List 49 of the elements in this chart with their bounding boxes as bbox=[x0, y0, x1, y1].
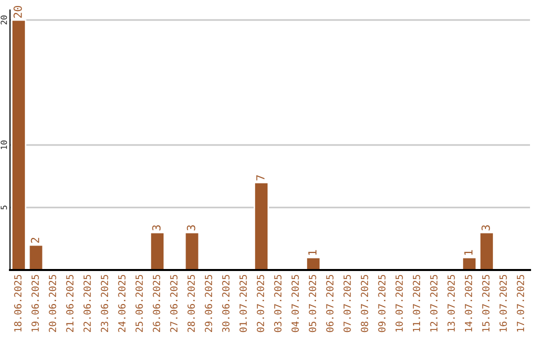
x-tick-label: 17.07.2025 bbox=[516, 274, 524, 332]
x-tick-label: 10.07.2025 bbox=[395, 274, 403, 332]
x-tick-label: 07.07.2025 bbox=[343, 274, 351, 332]
data-label: 7 bbox=[256, 175, 264, 180]
x-tick-label: 27.06.2025 bbox=[170, 274, 178, 332]
x-tick-label: 13.07.2025 bbox=[447, 274, 455, 332]
x-tick-label: 09.07.2025 bbox=[378, 274, 386, 332]
x-tick-label: 03.07.2025 bbox=[274, 274, 282, 332]
bar bbox=[28, 244, 44, 270]
x-tick-label: 18.06.2025 bbox=[14, 274, 22, 332]
x-tick-label: 06.07.2025 bbox=[326, 274, 334, 332]
data-label: 3 bbox=[152, 225, 161, 230]
bar bbox=[462, 256, 477, 270]
x-tick-label: 30.06.2025 bbox=[222, 274, 230, 332]
x-tick-label: 20.06.2025 bbox=[48, 274, 56, 332]
y-tick-label: 5 bbox=[0, 206, 7, 210]
data-label: 1 bbox=[464, 250, 472, 255]
x-tick-label: 11.07.2025 bbox=[412, 274, 420, 332]
x-tick-label: 23.06.2025 bbox=[100, 274, 108, 332]
x-tick-label: 15.07.2025 bbox=[482, 274, 490, 332]
x-tick-label: 16.07.2025 bbox=[499, 274, 507, 332]
bar bbox=[11, 19, 26, 270]
x-tick-label: 22.06.2025 bbox=[83, 274, 91, 332]
x-tick-label: 21.06.2025 bbox=[66, 274, 74, 332]
y-tick-label: 20 bbox=[0, 16, 7, 24]
x-tick-label: 05.07.2025 bbox=[308, 274, 316, 332]
x-tick-label: 29.06.2025 bbox=[204, 274, 212, 332]
x-tick-label: 04.07.2025 bbox=[291, 274, 299, 332]
x-tick-label: 25.06.2025 bbox=[135, 274, 143, 332]
bar bbox=[254, 182, 269, 270]
bar bbox=[150, 232, 165, 270]
x-tick-label: 12.07.2025 bbox=[430, 274, 438, 332]
x-tick-label: 24.06.2025 bbox=[118, 274, 126, 332]
x-tick-label: 28.06.2025 bbox=[187, 274, 195, 332]
bar bbox=[479, 232, 494, 270]
x-tick-label: 08.07.2025 bbox=[360, 274, 368, 332]
x-tick-label: 26.06.2025 bbox=[152, 274, 160, 332]
x-tick-label: 19.06.2025 bbox=[31, 274, 39, 332]
data-label: 3 bbox=[186, 225, 196, 230]
x-tick-label: 02.07.2025 bbox=[256, 274, 264, 332]
x-tick-label: 14.07.2025 bbox=[464, 274, 472, 332]
data-label: 20 bbox=[14, 6, 22, 18]
data-label: 2 bbox=[30, 238, 40, 243]
bar bbox=[306, 256, 321, 270]
bar bbox=[184, 232, 200, 270]
data-label: 3 bbox=[482, 225, 490, 230]
x-tick-label: 01.07.2025 bbox=[239, 274, 247, 332]
y-tick-label: 10 bbox=[0, 140, 7, 150]
data-label: 1 bbox=[308, 250, 316, 255]
